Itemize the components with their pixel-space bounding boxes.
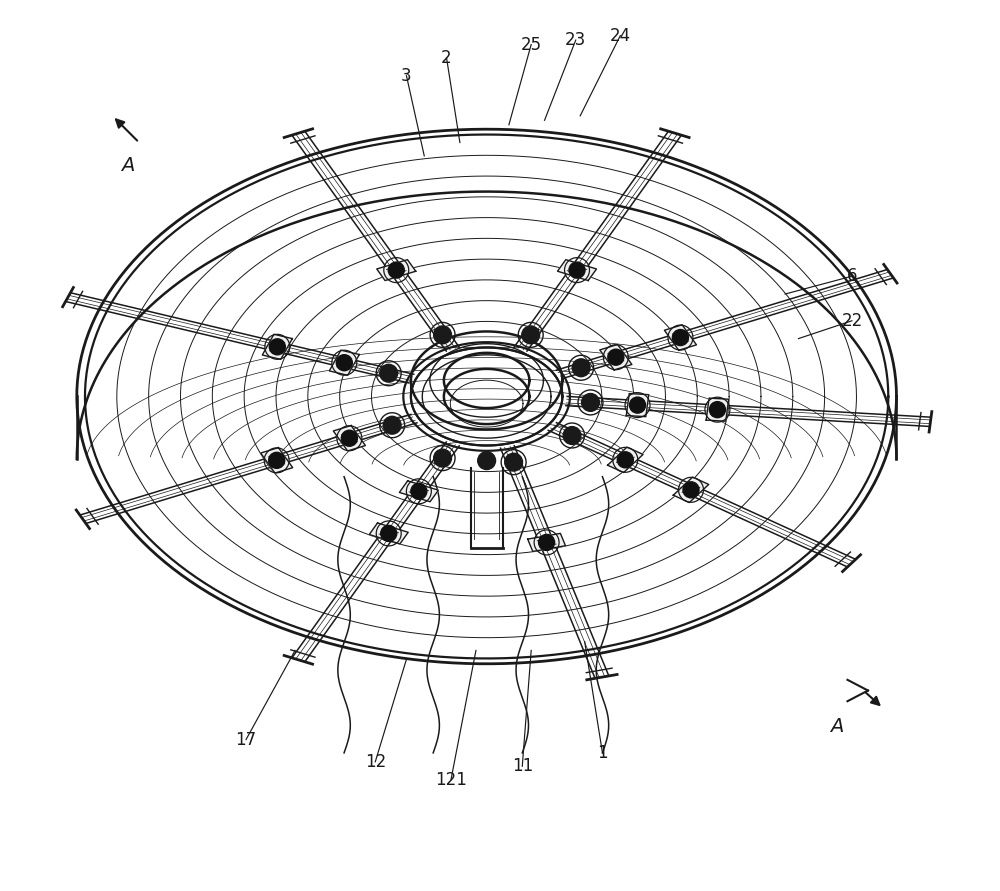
- Polygon shape: [262, 334, 292, 359]
- Polygon shape: [608, 447, 643, 472]
- Circle shape: [522, 326, 540, 344]
- Circle shape: [434, 326, 451, 344]
- Polygon shape: [261, 447, 293, 473]
- Circle shape: [608, 349, 624, 365]
- Text: 22: 22: [841, 312, 863, 330]
- Polygon shape: [664, 325, 696, 350]
- Text: 6: 6: [847, 267, 857, 285]
- Circle shape: [383, 416, 401, 434]
- Text: A: A: [121, 156, 134, 175]
- Polygon shape: [528, 534, 565, 552]
- Circle shape: [478, 452, 496, 470]
- Circle shape: [709, 402, 725, 418]
- Circle shape: [269, 339, 285, 355]
- Circle shape: [434, 449, 451, 467]
- Circle shape: [617, 452, 633, 468]
- Circle shape: [336, 355, 352, 371]
- Circle shape: [505, 454, 523, 471]
- Circle shape: [539, 535, 555, 551]
- Circle shape: [672, 330, 688, 346]
- Circle shape: [380, 364, 398, 382]
- Text: 2: 2: [441, 49, 452, 67]
- Circle shape: [563, 427, 581, 445]
- Text: 11: 11: [512, 757, 533, 775]
- Circle shape: [411, 483, 427, 499]
- Polygon shape: [558, 259, 596, 281]
- Text: 23: 23: [565, 31, 586, 49]
- Circle shape: [630, 397, 646, 413]
- Circle shape: [572, 359, 590, 377]
- Text: 1: 1: [597, 744, 608, 762]
- Polygon shape: [377, 259, 416, 281]
- Circle shape: [569, 262, 585, 278]
- Circle shape: [683, 482, 699, 498]
- Text: A: A: [830, 717, 843, 736]
- Circle shape: [381, 526, 397, 542]
- Text: 17: 17: [236, 731, 257, 748]
- Polygon shape: [600, 345, 632, 370]
- Polygon shape: [369, 523, 408, 544]
- Text: 12: 12: [365, 753, 386, 771]
- Circle shape: [269, 453, 285, 469]
- Polygon shape: [706, 398, 729, 421]
- Polygon shape: [399, 481, 438, 502]
- Text: 121: 121: [435, 771, 467, 789]
- Text: 24: 24: [610, 27, 631, 45]
- Polygon shape: [329, 350, 359, 375]
- Text: 3: 3: [401, 67, 412, 85]
- Text: 25: 25: [521, 36, 542, 53]
- Polygon shape: [673, 477, 709, 503]
- Circle shape: [388, 262, 404, 278]
- Circle shape: [341, 430, 357, 446]
- Polygon shape: [626, 394, 649, 417]
- Polygon shape: [333, 426, 365, 451]
- Circle shape: [582, 394, 599, 412]
